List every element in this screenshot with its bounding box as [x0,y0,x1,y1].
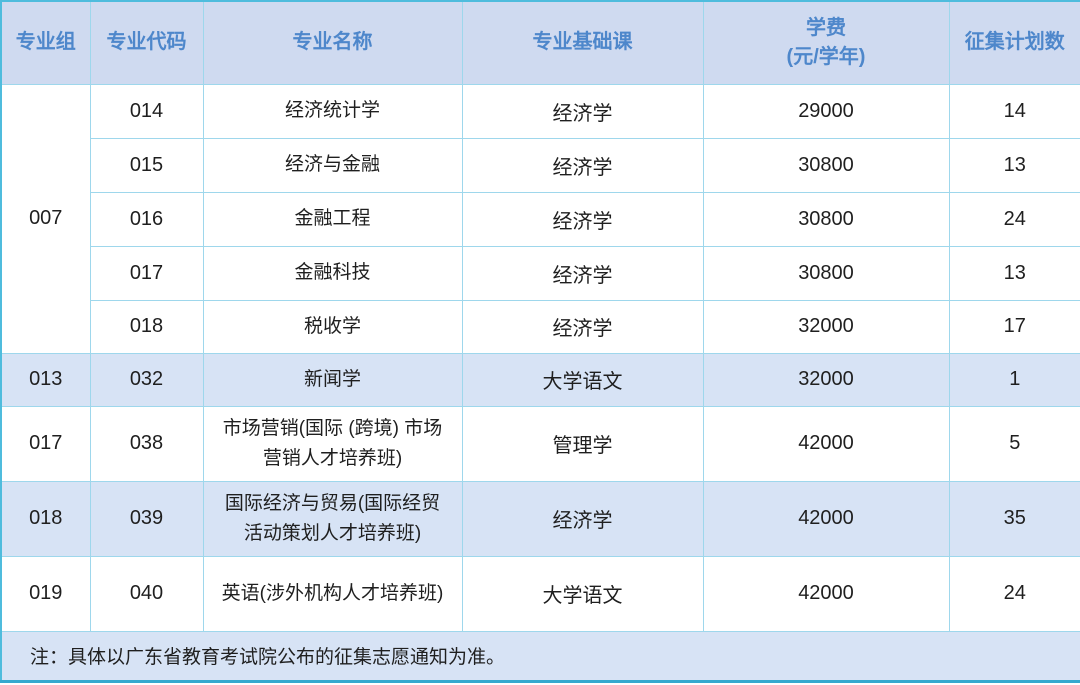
cell-course: 管理学 [461,405,704,482]
cell-code: 039 [89,480,204,557]
cell-fee: 32000 [702,299,950,354]
cell-code: 040 [89,555,204,632]
table-row: 013 032 新闻学 大学语文 32000 1 [0,352,1080,407]
header-fee-line1: 学费 [806,16,846,39]
cell-name: 国际经济与贸易(国际经贸活动策划人才培养班) [202,480,463,557]
header-name: 专业名称 [202,0,463,85]
table-row: 016 金融工程 经济学 30800 24 [1,191,1080,247]
cell-plan: 35 [948,480,1080,557]
cell-course: 经济学 [461,480,704,557]
header-course: 专业基础课 [461,0,704,85]
cell-plan: 24 [948,191,1080,247]
table-row: 017 金融科技 经济学 30800 13 [1,245,1080,301]
header-fee-line2: (元/学年) [786,45,866,68]
cell-plan: 13 [948,245,1080,301]
cell-plan: 24 [948,555,1080,632]
cell-group-017: 017 [0,405,91,482]
cell-fee: 30800 [702,191,950,247]
footer-row: 注：具体以广东省教育考试院公布的征集志愿通知为准。 [0,630,1080,683]
header-row: 专业组 专业代码 专业名称 专业基础课 学费 (元/学年) 征集计划数 [0,0,1080,85]
cell-group-007: 007 [0,83,91,354]
table-row: 018 039 国际经济与贸易(国际经贸活动策划人才培养班) 经济学 42000… [0,480,1080,557]
table-row: 007 014 经济统计学 经济学 29000 14 [0,83,1080,354]
table-row: 018 税收学 经济学 32000 17 [1,299,1080,354]
cell-group-018: 018 [0,480,91,557]
cell-course: 经济学 [461,137,704,193]
cell-code: 015 [89,137,204,193]
table-row: 019 040 英语(涉外机构人才培养班) 大学语文 42000 24 [0,555,1080,632]
cell-plan: 17 [948,299,1080,354]
cell-fee: 42000 [702,480,950,557]
cell-name: 新闻学 [202,352,463,407]
cell-name: 经济与金融 [202,137,463,193]
cell-course: 经济学 [461,245,704,301]
header-group: 专业组 [0,0,91,85]
cell-fee: 42000 [702,555,950,632]
cell-fee: 30800 [702,245,950,301]
cell-code: 014 [89,83,204,139]
header-plan: 征集计划数 [948,0,1080,85]
cell-name: 税收学 [202,299,463,354]
cell-name: 市场营销(国际 (跨境) 市场营销人才培养班) [202,405,463,482]
cell-name: 金融科技 [202,245,463,301]
cell-course: 大学语文 [461,352,704,407]
cell-code: 018 [89,299,204,354]
cell-code: 032 [89,352,204,407]
header-code: 专业代码 [89,0,204,85]
header-fee: 学费 (元/学年) [702,0,950,85]
table-body: 007 014 经济统计学 经济学 29000 14 015 经济与金融 经济学… [0,83,1080,632]
cell-course: 大学语文 [461,555,704,632]
cell-plan: 14 [948,83,1080,139]
cell-group-019: 019 [0,555,91,632]
table-header: 专业组 专业代码 专业名称 专业基础课 学费 (元/学年) 征集计划数 [0,0,1080,85]
cell-fee: 29000 [702,83,950,139]
cell-code: 038 [89,405,204,482]
cell-plan: 1 [948,352,1080,407]
cell-name: 英语(涉外机构人才培养班) [202,555,463,632]
cell-fee: 32000 [702,352,950,407]
cell-plan: 5 [948,405,1080,482]
cell-plan: 13 [948,137,1080,193]
footer-note: 注：具体以广东省教育考试院公布的征集志愿通知为准。 [0,630,1080,683]
table-row: 017 038 市场营销(国际 (跨境) 市场营销人才培养班) 管理学 4200… [0,405,1080,482]
cell-name: 金融工程 [202,191,463,247]
cell-group-013: 013 [0,352,91,407]
cell-course: 经济学 [461,299,704,354]
cell-fee: 42000 [702,405,950,482]
table-row: 015 经济与金融 经济学 30800 13 [1,137,1080,193]
cell-course: 经济学 [461,191,704,247]
cell-name: 经济统计学 [202,83,463,139]
table-footer: 注：具体以广东省教育考试院公布的征集志愿通知为准。 [0,630,1080,683]
cell-code: 016 [89,191,204,247]
cell-code: 017 [89,245,204,301]
cell-course: 经济学 [461,83,704,139]
cell-fee: 30800 [702,137,950,193]
